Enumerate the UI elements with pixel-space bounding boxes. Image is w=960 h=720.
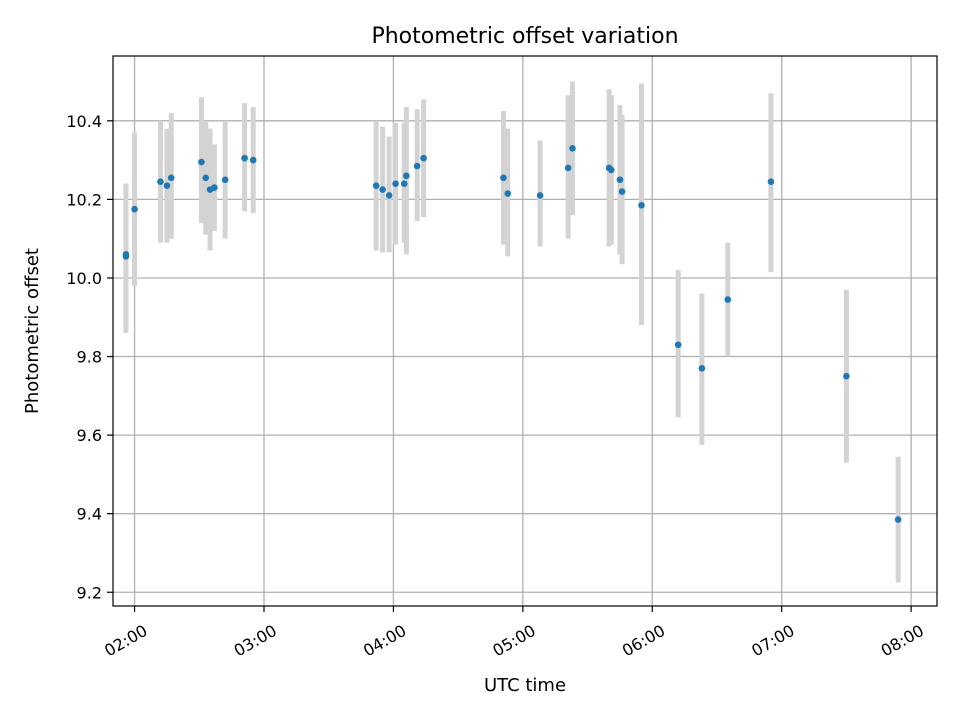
x-tick-label: 02:00: [101, 621, 150, 661]
x-tick-label: 03:00: [231, 621, 280, 661]
data-point: [372, 182, 380, 189]
x-axis: 02:00 03:00 04:00 05:00 06:00 07:00 08:00: [101, 606, 927, 660]
data-point: [413, 162, 421, 170]
x-tick-label: 07:00: [748, 621, 797, 661]
data-point: [198, 158, 205, 166]
data-point: [569, 145, 576, 152]
data-point: [504, 190, 512, 197]
data-point: [163, 182, 171, 189]
data-point: [564, 164, 572, 172]
x-tick-label: 05:00: [489, 621, 538, 661]
y-tick-label: 9.8: [77, 348, 102, 367]
data-point: [843, 372, 850, 380]
data-point: [403, 172, 410, 180]
y-tick-label: 10.4: [66, 112, 102, 131]
data-point: [249, 156, 257, 164]
y-tick-label: 10.2: [66, 190, 102, 209]
data-point: [724, 296, 732, 303]
data-point: [211, 184, 218, 191]
y-tick-label: 9.4: [77, 505, 102, 524]
x-axis-label: UTC time: [484, 675, 566, 696]
data-point: [616, 176, 624, 184]
x-tick-label: 08:00: [878, 621, 927, 661]
data-point: [392, 180, 399, 187]
data-point: [698, 365, 706, 372]
data-point: [122, 251, 130, 258]
data-points: [122, 145, 902, 523]
data-point: [607, 166, 615, 174]
x-tick-label: 04:00: [360, 621, 409, 661]
x-tick-label: 06:00: [619, 621, 668, 661]
data-point: [400, 180, 408, 187]
data-point: [221, 176, 229, 184]
y-tick-label: 10.0: [66, 269, 102, 288]
data-point: [536, 192, 544, 199]
data-point: [894, 516, 902, 523]
y-tick-label: 9.6: [77, 426, 102, 445]
data-point: [618, 188, 626, 195]
data-point: [767, 178, 775, 186]
y-axis: 9.2 9.4 9.6 9.8 10.0 10.2 10.4: [66, 112, 113, 602]
data-point: [638, 201, 645, 209]
data-point: [420, 154, 427, 162]
data-point: [385, 192, 393, 199]
data-point: [379, 186, 386, 193]
data-point: [131, 205, 138, 213]
data-point: [202, 174, 210, 182]
grid: [113, 56, 937, 606]
data-point: [167, 174, 175, 182]
y-axis-label: Photometric offset: [22, 248, 43, 414]
data-point: [241, 154, 248, 162]
plot-frame: [112, 55, 938, 607]
data-point: [157, 178, 164, 186]
data-point: [500, 174, 507, 182]
chart-title: Photometric offset variation: [371, 24, 678, 49]
y-tick-label: 9.2: [77, 583, 102, 602]
data-point: [674, 341, 682, 349]
